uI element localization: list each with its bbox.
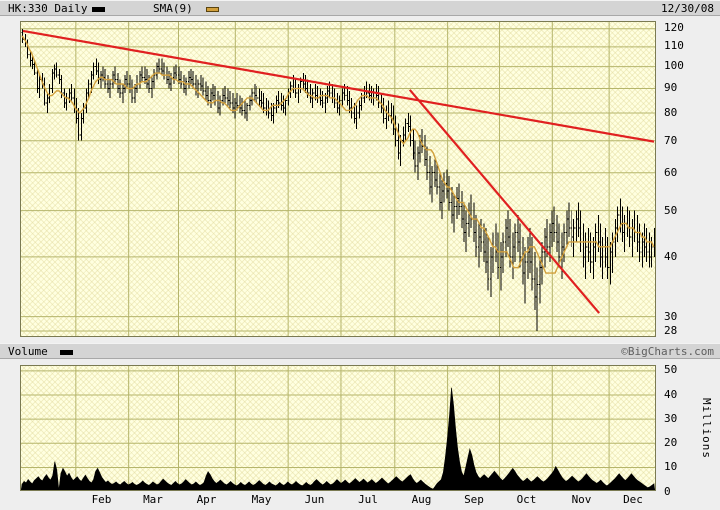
symbol-label: HK:330 Daily	[8, 2, 88, 15]
month-tick-label: Aug	[411, 493, 432, 506]
month-axis-labels: Feb Mar Apr May Jun Jul Aug Sep Oct Nov Dec	[20, 494, 656, 508]
volume-y-tick-label: 10	[664, 460, 678, 474]
month-tick-label: Dec	[623, 493, 643, 506]
volume-swatch-icon	[60, 350, 73, 355]
month-tick-label: Jun	[304, 493, 325, 506]
price-y-axis-labels: 120 110 100 90 80 70 60 50 40 30 28	[664, 21, 714, 337]
quote-date-label: 12/30/08	[661, 2, 714, 15]
volume-y-tick-label: 40	[664, 387, 678, 401]
month-tick-label: Oct	[516, 493, 537, 506]
price-y-tick-label: 50	[664, 203, 678, 217]
price-y-tick-label: 100	[664, 59, 684, 73]
price-y-tick-label: 60	[664, 165, 678, 179]
month-tick-label: Apr	[196, 493, 217, 506]
price-y-tick-label: 28	[664, 324, 678, 338]
volume-y-tick-label: 30	[664, 411, 678, 425]
sma-swatch-icon	[206, 7, 219, 12]
month-tick-label: Nov	[571, 493, 592, 506]
price-y-tick-label: 80	[664, 105, 678, 119]
price-y-tick-label: 40	[664, 250, 678, 264]
indicator-label: SMA(9)	[153, 2, 193, 15]
price-y-tick-label: 90	[664, 81, 678, 95]
volume-units-label: Millions	[700, 398, 713, 459]
price-header-band: HK:330 Daily SMA(9) 12/30/08	[0, 0, 720, 16]
volume-y-tick-label: 0	[664, 484, 671, 498]
month-tick-label: Sep	[464, 493, 484, 506]
price-y-tick-label: 30	[664, 310, 678, 324]
month-tick-label: May	[251, 493, 272, 506]
volume-label: Volume	[8, 345, 48, 358]
volume-y-tick-label: 50	[664, 363, 678, 377]
volume-plot-area	[20, 365, 656, 491]
bigcharts-watermark: ©BigCharts.com	[621, 345, 714, 358]
price-y-tick-label: 70	[664, 133, 678, 147]
volume-chart-svg	[21, 366, 655, 490]
price-y-tick-label: 120	[664, 21, 684, 35]
month-tick-label: Mar	[143, 493, 163, 506]
price-chart-svg	[21, 22, 655, 336]
price-swatch-icon	[92, 7, 105, 12]
price-y-tick-label: 110	[664, 39, 684, 53]
price-plot-area	[20, 21, 656, 337]
month-tick-label: Feb	[91, 493, 112, 506]
month-tick-label: Jul	[358, 493, 378, 506]
volume-y-tick-label: 20	[664, 436, 678, 450]
volume-header-band: Volume ©BigCharts.com	[0, 343, 720, 359]
